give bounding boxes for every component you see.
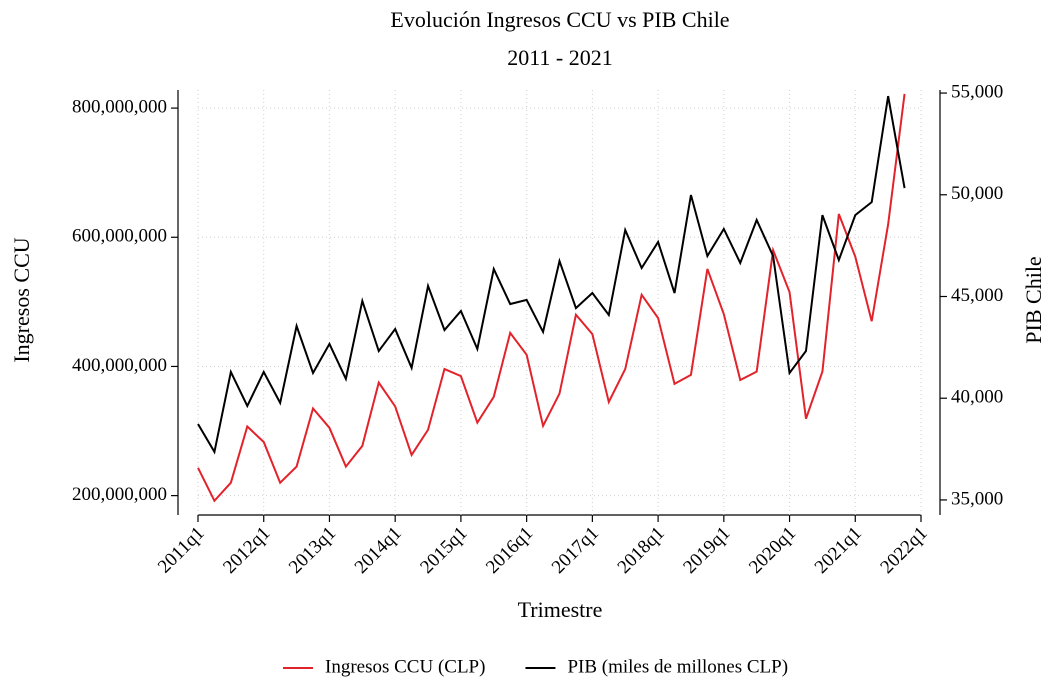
series-line	[197, 95, 906, 455]
y-tick-label: 800,000,000	[72, 96, 167, 117]
x-tick-label: 2021q1	[811, 523, 866, 578]
y-tick-label: 400,000,000	[72, 355, 167, 376]
y-tick-label: 200,000,000	[72, 484, 167, 505]
y2-tick-label: 55,000	[951, 81, 1003, 102]
y2-tick-label: 45,000	[951, 285, 1003, 306]
x-tick-label: 2020q1	[745, 523, 800, 578]
y2-axis-label: PIB Chile	[1021, 256, 1046, 343]
y-tick-label: 600,000,000	[72, 226, 167, 247]
y2-tick-label: 50,000	[951, 183, 1003, 204]
y-axis-label: Ingresos CCU	[9, 237, 34, 362]
x-tick-label: 2012q1	[219, 523, 274, 578]
x-tick-label: 2018q1	[614, 523, 669, 578]
x-axis-label: Trimestre	[518, 597, 603, 622]
y2-tick-label: 40,000	[951, 387, 1003, 408]
y2-tick-label: 35,000	[951, 488, 1003, 509]
legend-label: Ingresos CCU (CLP)	[325, 656, 485, 677]
x-tick-label: 2011q1	[154, 523, 209, 578]
x-tick-label: 2015q1	[416, 523, 471, 578]
x-tick-label: 2022q1	[876, 523, 931, 578]
x-tick-label: 2017q1	[548, 523, 603, 578]
x-tick-label: 2016q1	[482, 523, 537, 578]
chart-title: Evolución Ingresos CCU vs PIB Chile	[390, 7, 729, 32]
x-tick-label: 2013q1	[285, 523, 340, 578]
series-line	[197, 93, 906, 503]
chart-subtitle: 2011 - 2021	[507, 45, 613, 70]
x-tick-label: 2014q1	[351, 523, 406, 578]
x-tick-label: 2019q1	[679, 523, 734, 578]
legend-label: PIB (miles de millones CLP)	[567, 656, 788, 677]
